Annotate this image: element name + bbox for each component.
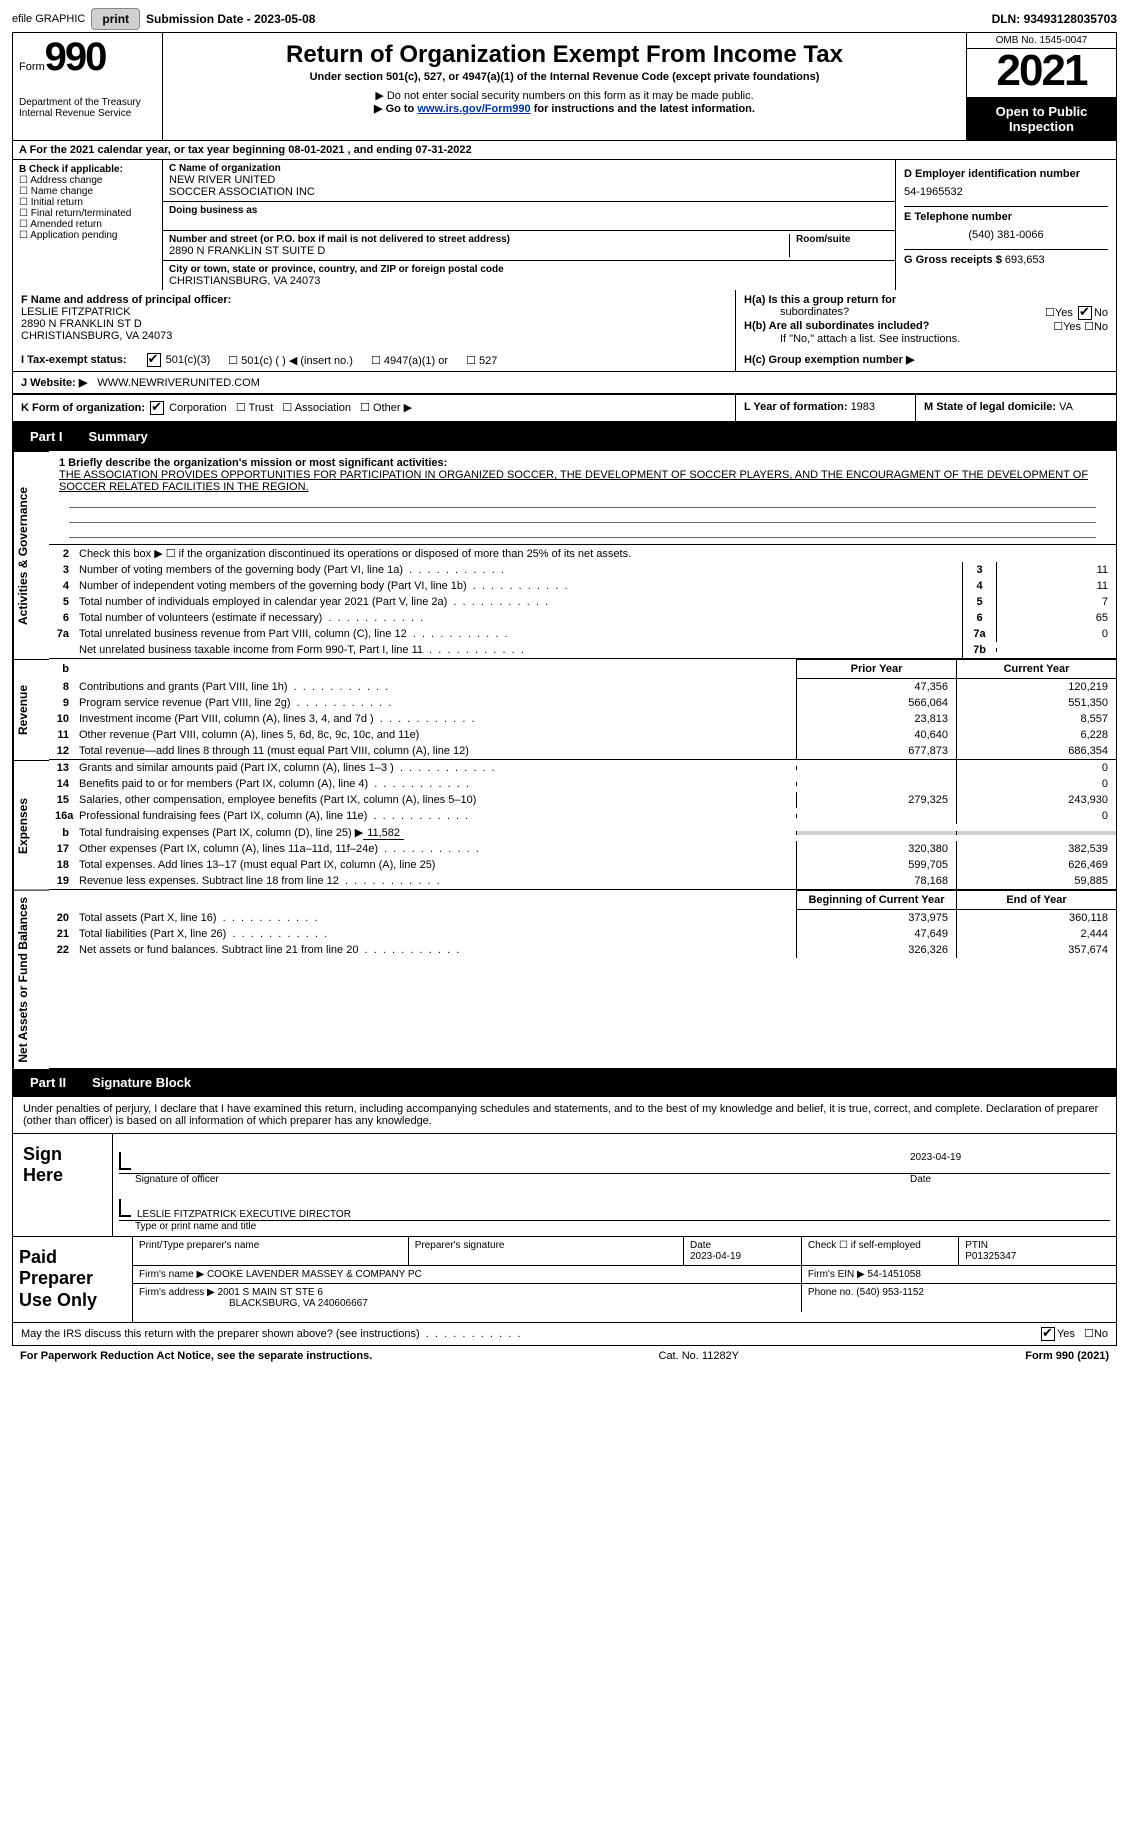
part-II-header: Part II Signature Block bbox=[12, 1069, 1117, 1097]
page-footer: For Paperwork Reduction Act Notice, see … bbox=[12, 1346, 1117, 1366]
org-form-row: K Form of organization: Corporation ☐ Tr… bbox=[12, 394, 1117, 423]
col-B: B Check if applicable: ☐ Address change … bbox=[13, 160, 163, 290]
instructions-link[interactable]: www.irs.gov/Form990 bbox=[417, 103, 530, 115]
submission-date-label: Submission Date - 2023-05-08 bbox=[146, 12, 315, 26]
year-box: OMB No. 1545-0047 2021 Open to Public In… bbox=[966, 33, 1116, 140]
arrow-icon bbox=[119, 1199, 131, 1217]
checkbox-icon bbox=[150, 401, 164, 415]
col-D: D Employer identification number 54-1965… bbox=[896, 160, 1116, 290]
declaration-text: Under penalties of perjury, I declare th… bbox=[12, 1097, 1117, 1134]
entity-block: B Check if applicable: ☐ Address change … bbox=[12, 159, 1117, 290]
checkbox-icon bbox=[1078, 306, 1092, 320]
print-button[interactable]: print bbox=[91, 8, 140, 30]
preparer-table: Print/Type preparer's name Preparer's si… bbox=[133, 1237, 1116, 1312]
summary-grid: Activities & Governance 1 Briefly descri… bbox=[12, 451, 1117, 1069]
paid-preparer-block: Paid Preparer Use Only Print/Type prepar… bbox=[12, 1237, 1117, 1323]
website-row: J Website: ▶ WWW.NEWRIVERUNITED.COM bbox=[12, 371, 1117, 394]
col-C: C Name of organization NEW RIVER UNITED … bbox=[163, 160, 896, 290]
checkbox-icon bbox=[1041, 1327, 1055, 1341]
arrow-icon bbox=[119, 1152, 131, 1170]
form-header: Form990 Department of the Treasury Inter… bbox=[12, 32, 1117, 140]
discuss-row: May the IRS discuss this return with the… bbox=[12, 1323, 1117, 1346]
efile-bar: efile GRAPHIC print Submission Date - 20… bbox=[12, 8, 1117, 30]
mission-statement: 1 Briefly describe the organization's mi… bbox=[49, 451, 1116, 545]
efile-graphic-label: efile GRAPHIC bbox=[12, 13, 85, 25]
tax-year-line: A For the 2021 calendar year, or tax yea… bbox=[12, 140, 1117, 159]
sign-here-block: Sign Here 2023-04-19 Signature of office… bbox=[12, 1134, 1117, 1237]
part-I-header: Part I Summary bbox=[12, 423, 1117, 451]
checkbox-icon bbox=[147, 353, 161, 367]
dln: DLN: 93493128035703 bbox=[992, 12, 1117, 26]
officer-row: F Name and address of principal officer:… bbox=[12, 290, 1117, 349]
form-number-box: Form990 Department of the Treasury Inter… bbox=[13, 33, 163, 140]
status-row: I Tax-exempt status: 501(c)(3) ☐ 501(c) … bbox=[12, 349, 1117, 371]
form-title-box: Return of Organization Exempt From Incom… bbox=[163, 33, 966, 140]
